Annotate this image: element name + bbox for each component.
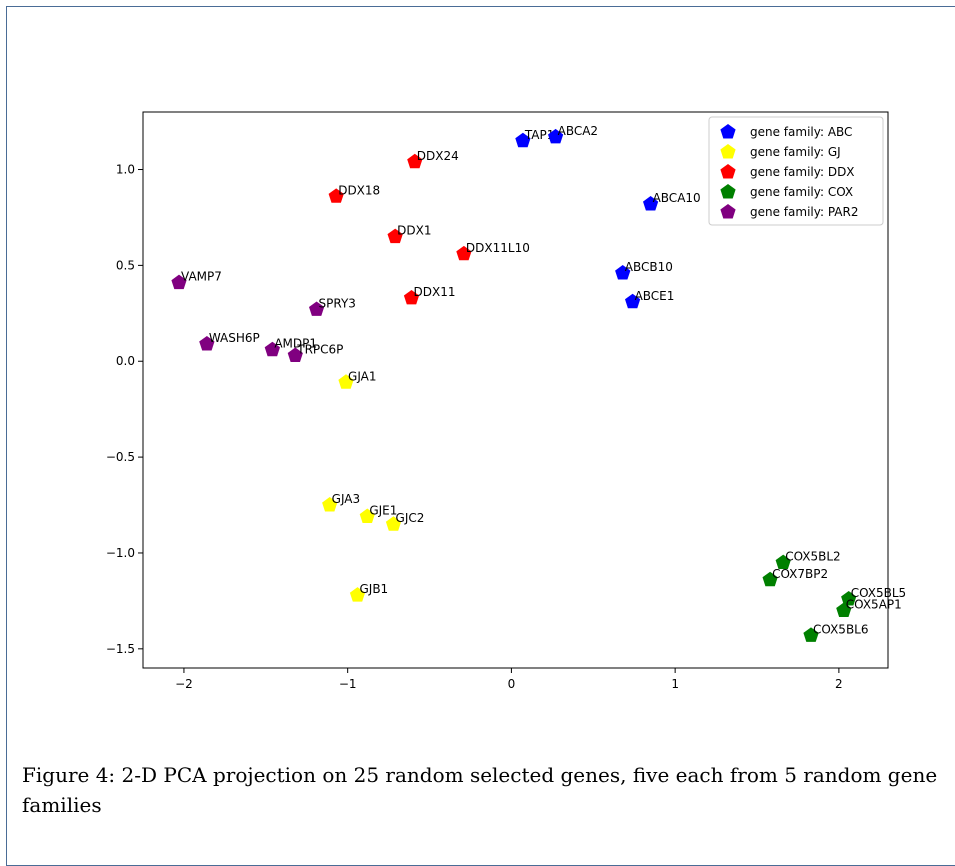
legend-marker	[720, 164, 736, 179]
legend-entry: gene family: PAR2	[750, 205, 858, 219]
legend-marker	[720, 144, 736, 159]
data-point	[407, 153, 423, 169]
point-label: ABCE1	[635, 289, 675, 303]
legend-entry: gene family: ABC	[750, 125, 852, 139]
data-point	[287, 347, 303, 362]
legend-entry: gene family: DDX	[750, 165, 855, 179]
data-point	[548, 128, 564, 144]
data-point	[456, 245, 472, 261]
point-label: GJA1	[348, 369, 376, 383]
data-point	[359, 508, 375, 523]
point-label: AMDP1	[274, 337, 317, 351]
data-point	[775, 554, 791, 569]
point-label: DDX18	[338, 183, 380, 197]
point-label: COX5BL2	[785, 550, 840, 564]
legend-marker	[720, 204, 736, 219]
data-point	[309, 301, 325, 316]
point-label: DDX1	[397, 224, 431, 238]
y-tick-label: −0.5	[106, 450, 135, 464]
x-tick-label: 2	[835, 677, 843, 691]
data-point	[349, 587, 366, 602]
point-label: COX5BL6	[813, 622, 868, 636]
data-point	[387, 228, 403, 244]
y-tick-label: 1.0	[116, 163, 135, 177]
data-point	[803, 627, 819, 642]
point-label: COX7BP2	[772, 567, 828, 581]
y-tick-label: 0.5	[116, 258, 135, 272]
x-tick-label: 1	[671, 677, 679, 691]
data-point	[403, 290, 420, 305]
point-label: DDX11	[414, 285, 456, 299]
point-label: VAMP7	[181, 270, 222, 284]
point-label: GJE1	[369, 504, 397, 518]
x-tick-label: −2	[175, 677, 193, 691]
pca-scatter-plot: −2 −1 0 1 2 −1.5 −1.0 −0.5 0.0 0.5 1.0 TAP1 ABCA2 ABC…	[106, 111, 906, 691]
plot-area-frame	[142, 111, 889, 669]
point-label: COX5AP1	[846, 597, 902, 611]
data-point	[643, 196, 659, 211]
point-label: ABCB10	[625, 260, 673, 274]
data-point	[515, 132, 531, 148]
point-label: ABCA10	[653, 191, 701, 205]
x-tick-label: −1	[339, 677, 357, 691]
point-label: DDX24	[417, 149, 459, 163]
data-point	[171, 274, 187, 290]
point-label: GJA3	[332, 492, 360, 506]
point-label: SPRY3	[319, 296, 356, 310]
figure-caption: Figure 4: 2-D PCA projection on 25 rando…	[22, 763, 938, 817]
point-label: TRPC6P	[296, 342, 343, 356]
point-label: GJC2	[396, 511, 425, 525]
point-label: GJB1	[359, 582, 388, 596]
data-point	[264, 341, 280, 357]
point-label: TAP1	[524, 128, 554, 142]
data-point	[615, 265, 631, 280]
point-label: COX5BL5	[851, 586, 906, 600]
data-point	[841, 591, 857, 606]
data-point	[385, 516, 402, 531]
data-point	[328, 188, 344, 203]
data-point	[322, 497, 338, 512]
data-point	[338, 374, 354, 389]
legend-entry: gene family: COX	[750, 185, 853, 199]
y-tick-label: −1.0	[106, 546, 135, 560]
y-tick-label: −1.5	[106, 642, 135, 656]
x-tick-label: 0	[508, 677, 516, 691]
point-label: WASH6P	[209, 331, 260, 345]
data-point	[762, 571, 778, 587]
legend-marker	[720, 124, 736, 139]
point-label: DDX11L10	[466, 241, 530, 255]
data-point	[199, 336, 215, 351]
data-point	[836, 602, 852, 617]
legend-entry: gene family: GJ	[750, 145, 841, 159]
legend-box	[708, 116, 884, 226]
data-point	[625, 293, 641, 309]
y-tick-label: 0.0	[116, 354, 135, 368]
legend-marker	[720, 184, 736, 199]
point-label: ABCA2	[558, 124, 598, 138]
